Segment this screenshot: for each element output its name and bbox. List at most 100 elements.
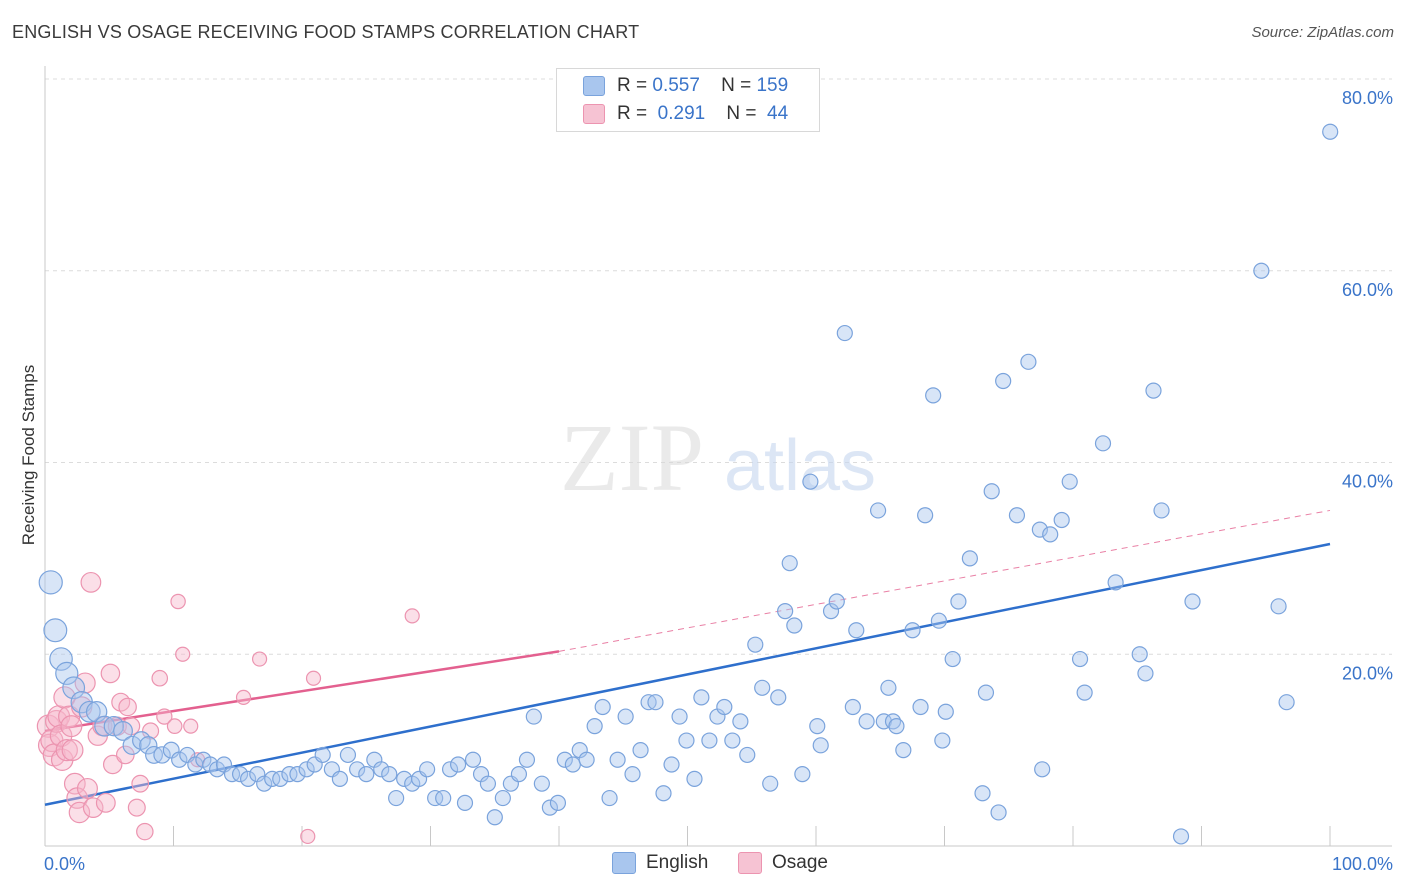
english-point xyxy=(1153,502,1170,519)
y-tick-label: 60.0% xyxy=(1342,280,1393,300)
english-point xyxy=(754,679,771,696)
english-point xyxy=(564,756,581,773)
english-point xyxy=(388,789,405,807)
english-point xyxy=(464,751,482,768)
english-swatch xyxy=(583,76,605,96)
english-point xyxy=(1253,262,1270,279)
osage-points xyxy=(36,571,420,845)
english-point xyxy=(1071,650,1089,668)
english-point xyxy=(153,746,171,764)
correlation-legend: R = 0.557 N = 159 R = 0.291 N = 44 xyxy=(556,68,820,132)
english-point xyxy=(289,765,306,783)
english-point xyxy=(240,770,257,787)
english-point xyxy=(533,775,550,792)
english-trend-line xyxy=(44,542,1331,806)
english-point xyxy=(339,746,357,764)
osage-r-value: 0.291 xyxy=(657,103,706,124)
english-point xyxy=(794,765,811,783)
english-point xyxy=(1020,353,1037,370)
english-point xyxy=(586,718,603,735)
bottom-legend-osage: Osage xyxy=(738,852,828,874)
english-point xyxy=(373,761,390,778)
y-tick-label: 20.0% xyxy=(1342,663,1393,683)
english-point xyxy=(1145,382,1162,399)
english-point xyxy=(802,473,819,490)
osage-point xyxy=(166,718,183,735)
osage-point xyxy=(102,754,123,775)
grid-lines xyxy=(45,78,1392,655)
osage-point xyxy=(235,689,252,705)
english-point xyxy=(55,661,79,686)
osage-point xyxy=(300,828,316,845)
english-point xyxy=(781,555,798,572)
english-point xyxy=(762,775,779,792)
english-point xyxy=(944,650,961,668)
watermark: ZIP atlas xyxy=(560,404,876,511)
english-point xyxy=(1053,511,1070,529)
english-point xyxy=(113,721,133,741)
axes xyxy=(44,66,1392,847)
english-point xyxy=(1031,521,1048,538)
english-legend-label: English xyxy=(646,852,709,873)
english-point xyxy=(716,698,733,716)
english-point xyxy=(869,502,887,519)
english-point xyxy=(494,789,511,807)
osage-point xyxy=(53,686,76,709)
english-point xyxy=(594,698,611,716)
english-point xyxy=(578,751,595,768)
english-point xyxy=(961,550,978,567)
english-point xyxy=(381,765,398,783)
osage-point xyxy=(80,571,102,593)
osage-point xyxy=(74,672,96,694)
osage-point xyxy=(55,738,78,762)
english-point xyxy=(1322,123,1339,140)
english-point xyxy=(663,756,680,773)
osage-n-value: 44 xyxy=(767,103,789,124)
osage-point xyxy=(305,670,322,686)
osage-point xyxy=(76,777,98,799)
english-point xyxy=(314,746,331,764)
watermark-atlas: atlas xyxy=(724,426,876,506)
english-point xyxy=(895,742,912,759)
english-point xyxy=(62,676,86,700)
english-point xyxy=(836,324,853,342)
osage-point xyxy=(115,745,135,765)
english-point xyxy=(632,742,649,759)
english-point xyxy=(822,603,840,620)
english-point xyxy=(655,785,672,802)
english-point xyxy=(647,694,664,711)
english-point xyxy=(930,612,948,629)
english-point xyxy=(1172,828,1190,845)
english-point xyxy=(231,765,249,783)
osage-point xyxy=(82,797,104,818)
english-point xyxy=(609,751,626,768)
english-point xyxy=(139,736,158,755)
english-point xyxy=(541,799,559,816)
english-point xyxy=(43,618,68,643)
y-axis-label: Receiving Food Stamps xyxy=(19,364,38,546)
english-point xyxy=(848,622,865,639)
osage-point xyxy=(68,801,91,824)
english-point xyxy=(162,741,180,759)
osage-point xyxy=(170,593,186,610)
english-point xyxy=(640,694,657,711)
x-tick-label: 0.0% xyxy=(44,854,85,874)
english-n-value: 159 xyxy=(756,75,789,96)
english-point xyxy=(298,761,315,778)
english-points xyxy=(38,123,1339,845)
english-point xyxy=(995,372,1012,390)
english-point xyxy=(358,765,375,783)
english-point xyxy=(1278,694,1295,711)
english-point xyxy=(479,775,497,792)
english-point xyxy=(904,622,921,639)
osage-point xyxy=(127,798,146,817)
osage-point xyxy=(251,651,268,667)
english-point xyxy=(49,647,73,671)
osage-n-label: N = xyxy=(726,103,757,124)
legend-row-english: R = 0.557 N = 159 xyxy=(583,73,788,99)
english-point xyxy=(624,765,641,783)
english-point xyxy=(858,713,875,730)
english-point xyxy=(786,617,803,634)
english-point xyxy=(556,751,573,768)
